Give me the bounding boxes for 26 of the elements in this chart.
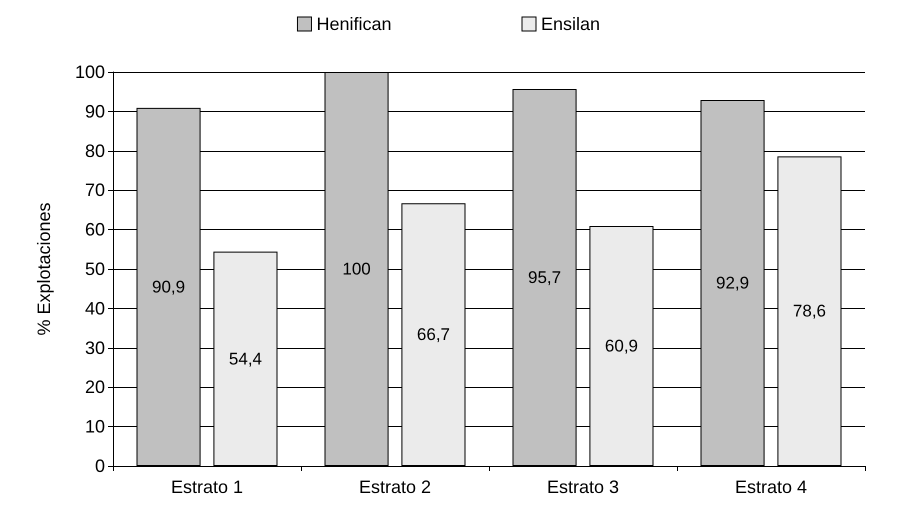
y-tick-label: 40 xyxy=(84,298,105,318)
data-label: 66,7 xyxy=(416,325,450,344)
data-label: 90,9 xyxy=(152,277,186,296)
y-tick-label: 30 xyxy=(84,338,105,358)
y-tick-label: 80 xyxy=(84,140,105,161)
y-axis-title: % Explotaciones xyxy=(34,202,54,336)
data-label: 92,9 xyxy=(716,273,750,292)
x-tick-label: Estrato 4 xyxy=(734,477,808,497)
data-label: 54,4 xyxy=(228,349,262,368)
y-tick-label: 20 xyxy=(84,377,105,398)
data-label: 95,7 xyxy=(528,268,562,287)
y-tick-label: 100 xyxy=(74,62,105,82)
data-label: 78,6 xyxy=(792,302,826,321)
y-tick-label: 70 xyxy=(84,180,105,200)
data-label: 60,9 xyxy=(604,336,638,356)
legend-label: Ensilan xyxy=(541,14,600,34)
x-tick-label: Estrato 2 xyxy=(358,477,432,497)
legend-label: Henifican xyxy=(316,14,392,34)
x-tick-label: Estrato 3 xyxy=(546,477,620,497)
data-label: 100 xyxy=(342,260,371,278)
y-tick-label: 0 xyxy=(94,456,105,476)
x-tick-label: Estrato 1 xyxy=(170,477,244,497)
y-tick-label: 10 xyxy=(84,416,105,437)
y-tick-label: 50 xyxy=(84,259,105,279)
y-tick-label: 90 xyxy=(84,101,105,122)
y-tick-label: 60 xyxy=(84,220,105,240)
